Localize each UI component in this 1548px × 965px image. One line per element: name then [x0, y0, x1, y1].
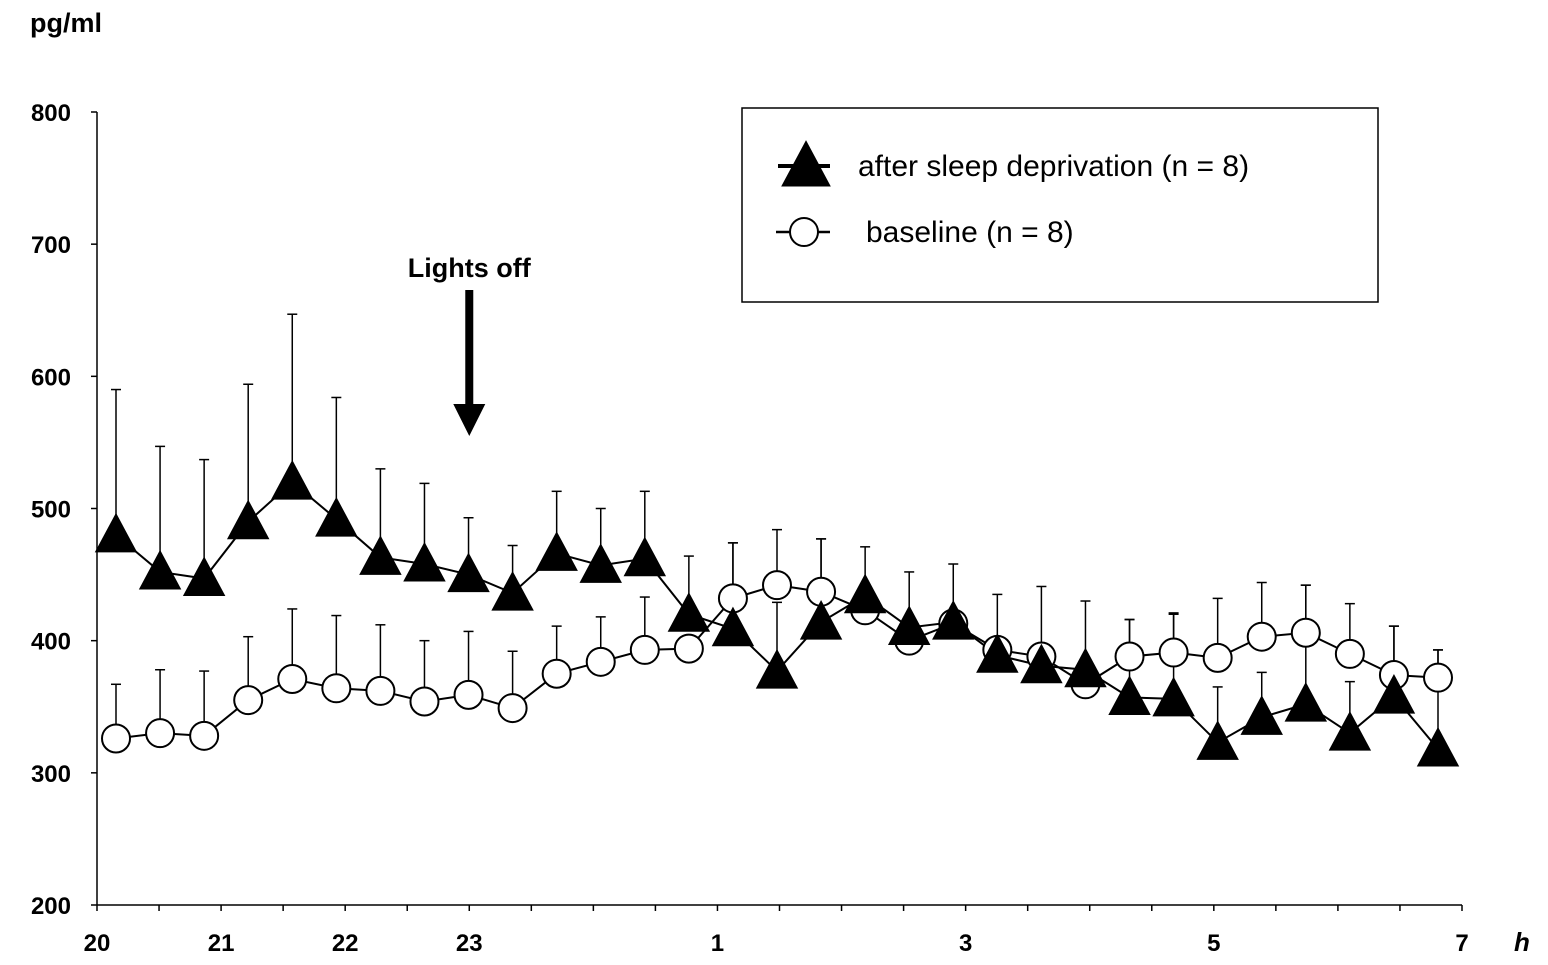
- data-point-sleep-deprivation: [182, 556, 226, 597]
- y-tick-label: 200: [31, 893, 71, 920]
- data-point-sleep-deprivation: [271, 459, 314, 500]
- data-point-sleep-deprivation: [579, 543, 622, 583]
- data-point-sleep-deprivation: [315, 496, 358, 537]
- x-tick-label: 20: [84, 930, 111, 957]
- data-point-baseline: [585, 646, 616, 677]
- y-axis-label: pg/ml: [30, 8, 102, 38]
- data-point-sleep-deprivation: [887, 605, 931, 645]
- annotation-layer: Lights off: [408, 253, 532, 436]
- lights-off-label: Lights off: [408, 253, 532, 283]
- y-tick-label: 400: [31, 629, 71, 656]
- data-point-baseline: [762, 570, 792, 601]
- legend: after sleep deprivation (n = 8) baseline …: [741, 107, 1379, 303]
- data-point-baseline: [1246, 621, 1277, 652]
- x-tick-label: 21: [208, 930, 235, 957]
- legend-box: [741, 107, 1379, 303]
- data-point-sleep-deprivation: [491, 570, 534, 611]
- data-point-baseline: [1114, 641, 1145, 672]
- data-point-baseline: [409, 686, 440, 717]
- markers-layer: [94, 459, 1460, 767]
- data-point-sleep-deprivation: [1372, 674, 1416, 714]
- data-point-sleep-deprivation: [711, 606, 755, 647]
- x-tick-label: 1: [711, 930, 724, 957]
- x-tick-label: 3: [959, 930, 972, 957]
- x-tick-label: 22: [332, 930, 359, 957]
- data-point-baseline: [189, 720, 220, 751]
- data-point-sleep-deprivation: [843, 573, 887, 614]
- data-point-baseline: [541, 658, 572, 689]
- data-point-sleep-deprivation: [1196, 720, 1239, 760]
- data-point-baseline: [673, 633, 704, 664]
- data-point-sleep-deprivation: [1240, 695, 1283, 735]
- data-point-sleep-deprivation: [1064, 647, 1107, 688]
- legend-marker-baseline: [789, 217, 819, 247]
- data-point-baseline: [1423, 662, 1453, 693]
- legend-marker-sleep-deprivation: [781, 140, 831, 187]
- data-point-sleep-deprivation: [1284, 681, 1328, 722]
- legend-label-baseline: baseline (n = 8): [866, 216, 1074, 249]
- data-point-baseline: [1290, 617, 1321, 648]
- data-point-sleep-deprivation: [1328, 711, 1372, 751]
- y-tick-label: 500: [31, 497, 71, 524]
- data-point-baseline: [321, 673, 352, 704]
- data-point-sleep-deprivation: [359, 535, 402, 575]
- data-point-baseline: [365, 675, 396, 706]
- x-tick-label: 23: [456, 930, 483, 957]
- data-point-sleep-deprivation: [226, 499, 270, 540]
- axes-layer: 200 300 400 500 600 700 800 20 21 22 23 1 3 5 7 pg/ml h: [30, 8, 1530, 957]
- data-point-sleep-deprivation: [755, 648, 799, 689]
- data-point-sleep-deprivation: [799, 600, 843, 640]
- lights-off-arrow-shaft: [465, 290, 474, 406]
- data-point-sleep-deprivation: [976, 633, 1019, 673]
- data-point-baseline: [1202, 642, 1233, 673]
- data-point-sleep-deprivation: [94, 512, 138, 553]
- data-point-sleep-deprivation: [1108, 675, 1151, 715]
- data-point-baseline: [277, 663, 308, 694]
- data-point-baseline: [145, 718, 176, 749]
- x-axis-label: h: [1514, 927, 1530, 957]
- data-point-sleep-deprivation: [932, 600, 975, 640]
- y-tick-label: 600: [31, 364, 71, 391]
- data-point-sleep-deprivation: [623, 536, 667, 577]
- data-point-baseline: [1158, 637, 1189, 668]
- lights-off-arrow-head: [453, 404, 486, 436]
- data-point-baseline: [629, 634, 660, 665]
- data-point-baseline: [101, 723, 131, 754]
- data-point-baseline: [453, 679, 484, 710]
- data-point-sleep-deprivation: [1020, 643, 1063, 684]
- legend-label-sleep-deprivation: after sleep deprivation (n = 8): [858, 150, 1249, 183]
- data-point-baseline: [233, 685, 264, 716]
- data-point-baseline: [1334, 638, 1365, 669]
- data-point-sleep-deprivation: [667, 592, 711, 632]
- data-point-sleep-deprivation: [1152, 676, 1195, 717]
- data-point-sleep-deprivation: [1416, 726, 1460, 767]
- y-tick-label: 800: [31, 100, 71, 127]
- y-tick-label: 700: [31, 232, 71, 259]
- data-point-sleep-deprivation: [447, 552, 490, 593]
- data-point-sleep-deprivation: [138, 549, 182, 590]
- y-tick-label: 300: [31, 761, 71, 788]
- data-point-baseline: [497, 693, 528, 724]
- data-point-sleep-deprivation: [403, 541, 446, 582]
- x-tick-label: 7: [1455, 930, 1468, 957]
- data-point-sleep-deprivation: [535, 531, 578, 571]
- x-tick-label: 5: [1207, 930, 1220, 957]
